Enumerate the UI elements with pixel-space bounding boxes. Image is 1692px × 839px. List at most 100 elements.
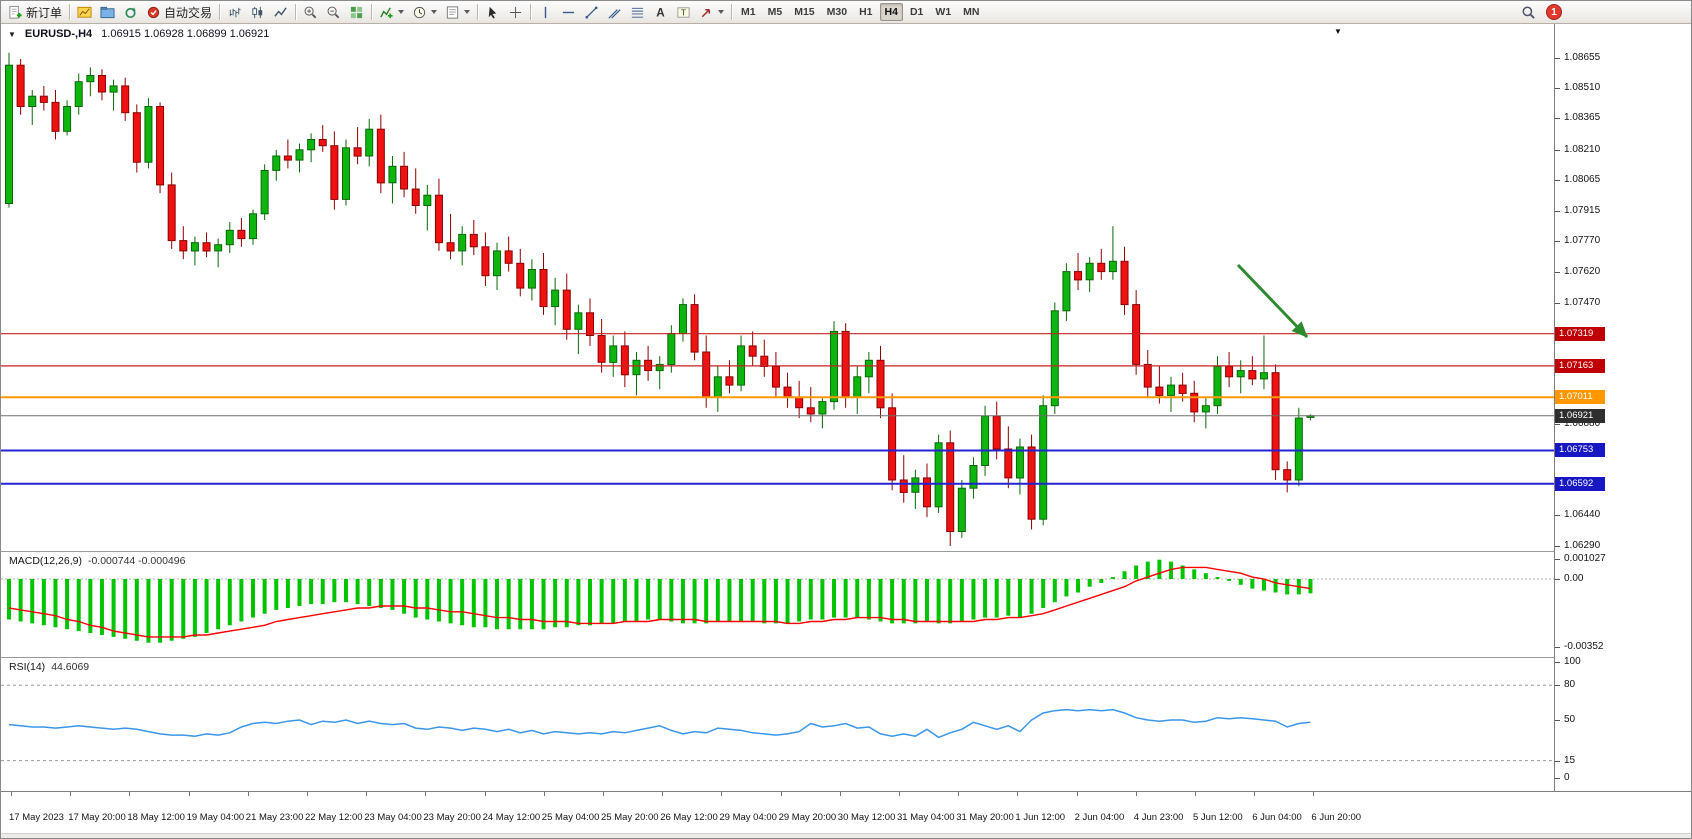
charts-button[interactable] bbox=[73, 2, 96, 22]
toolbar-separator bbox=[295, 4, 297, 20]
fibonacci-button[interactable] bbox=[626, 2, 649, 22]
cursor-button[interactable] bbox=[481, 2, 504, 22]
indicators-button[interactable] bbox=[375, 2, 408, 22]
rsi-scale-label: 100 bbox=[1564, 656, 1581, 667]
crosshair-button[interactable] bbox=[504, 2, 527, 22]
notification-badge[interactable]: 1 bbox=[1546, 4, 1562, 20]
arrows-button[interactable] bbox=[695, 2, 728, 22]
timeframe-m30-button[interactable]: M30 bbox=[826, 6, 848, 18]
axis-tick bbox=[1555, 778, 1560, 779]
timeframe-m5-button[interactable]: M5 bbox=[767, 6, 783, 18]
search-button[interactable] bbox=[1517, 2, 1540, 22]
horizontal-level-lines[interactable] bbox=[1, 333, 1554, 485]
channel-button[interactable] bbox=[603, 2, 626, 22]
toolbar-separator bbox=[219, 4, 221, 20]
chevron-down-icon bbox=[431, 10, 438, 14]
profiles-icon bbox=[100, 5, 115, 20]
time-label: 29 May 04:00 bbox=[719, 812, 777, 823]
axis-tick bbox=[1555, 720, 1560, 721]
time-label: 5 Jun 12:00 bbox=[1193, 812, 1243, 823]
panel-splitter[interactable] bbox=[1, 551, 1691, 552]
profiles-button[interactable] bbox=[96, 2, 119, 22]
axis-tick bbox=[1017, 792, 1019, 796]
macd-scale-label: -0.00352 bbox=[1564, 640, 1604, 652]
toolbar-right: 1 bbox=[1517, 2, 1690, 22]
axis-tick bbox=[1555, 424, 1560, 426]
fibo-icon bbox=[630, 5, 645, 20]
axis-tick bbox=[1555, 760, 1560, 762]
macd-signal-line bbox=[8, 566, 1311, 638]
timeframe-d1-button[interactable]: D1 bbox=[909, 6, 924, 18]
macd-scale-label: 0.00 bbox=[1564, 573, 1584, 584]
periods-button[interactable] bbox=[408, 2, 441, 22]
bars-icon bbox=[227, 5, 242, 20]
refresh-button[interactable] bbox=[119, 2, 142, 22]
price-scale-label: 1.08655 bbox=[1564, 52, 1601, 63]
scroll-position-marker-icon[interactable]: ▼ bbox=[1334, 27, 1342, 36]
price-scale-label: 1.06440 bbox=[1564, 509, 1601, 521]
axis-tick bbox=[958, 792, 960, 796]
time-axis[interactable]: 17 May 2023 17 May 20:00 18 May 12:00 19 Ma… bbox=[1, 791, 1691, 838]
label-button[interactable]: T bbox=[672, 2, 695, 22]
vline-icon bbox=[538, 5, 553, 20]
rsi-scale-label: 50 bbox=[1564, 714, 1576, 725]
axis-tick bbox=[247, 792, 249, 796]
trend-arrow[interactable] bbox=[1236, 263, 1309, 339]
toolbar-separator bbox=[69, 4, 71, 20]
axis-tick bbox=[1135, 792, 1137, 796]
vertical-line-button[interactable] bbox=[534, 2, 557, 22]
clock-icon bbox=[412, 5, 427, 20]
text-button[interactable]: A bbox=[649, 2, 672, 22]
tile-windows-button[interactable] bbox=[345, 2, 368, 22]
macd-histogram bbox=[7, 559, 1313, 643]
autotrade-icon bbox=[146, 5, 161, 20]
templates-button[interactable] bbox=[441, 2, 474, 22]
panel-splitter[interactable] bbox=[1, 657, 1691, 658]
timeframe-mn-button[interactable]: MN bbox=[963, 6, 980, 18]
axis-tick bbox=[1555, 685, 1560, 687]
macd-values: -0.000744 -0.000496 bbox=[87, 555, 186, 567]
horizontal-line-button[interactable] bbox=[557, 2, 580, 22]
auto-trading-button[interactable]: 自动交易 bbox=[142, 2, 216, 22]
axis-tick bbox=[1555, 559, 1560, 561]
timeframe-w1-button[interactable]: W1 bbox=[935, 6, 952, 18]
zoom-out-button[interactable] bbox=[322, 2, 345, 22]
price-axis[interactable]: 1.08655 1.08510 1.08365 1.08210 1.08065 1.079… bbox=[1554, 24, 1691, 791]
indicators-icon bbox=[379, 5, 394, 20]
rsi-scale-label: 0 bbox=[1564, 772, 1570, 783]
time-label: 21 May 23:00 bbox=[245, 812, 304, 823]
rsi-label: RSI(14) 44.6069 bbox=[9, 661, 89, 673]
price-tag: 1.07319 bbox=[1555, 326, 1605, 341]
timeframe-h4-button[interactable]: H4 bbox=[879, 3, 903, 21]
macd-panel-plot[interactable] bbox=[1, 552, 1554, 657]
new-order-button[interactable]: 新订单 bbox=[4, 2, 66, 22]
macd-label: MACD(12,26,9) -0.000744 -0.000496 bbox=[9, 555, 185, 567]
price-chart[interactable] bbox=[1, 24, 1554, 551]
axis-tick bbox=[1555, 579, 1560, 580]
collapse-arrow-icon[interactable]: ▼ bbox=[8, 29, 16, 39]
timeframe-m15-button[interactable]: M15 bbox=[794, 6, 815, 18]
price-scale-label: 1.08065 bbox=[1564, 173, 1601, 185]
rsi-panel-plot[interactable] bbox=[1, 658, 1554, 791]
channel-icon bbox=[607, 5, 622, 20]
zoom-in-button[interactable] bbox=[299, 2, 322, 22]
template-icon bbox=[445, 5, 460, 20]
timeframe-m1-button[interactable]: M1 bbox=[741, 6, 756, 18]
new-order-icon bbox=[8, 5, 23, 20]
toolbar-separator bbox=[477, 4, 479, 20]
hline-icon bbox=[561, 5, 576, 20]
tile-icon bbox=[349, 5, 364, 20]
trendline-button[interactable] bbox=[580, 2, 603, 22]
axis-tick bbox=[1555, 58, 1560, 59]
price-scale-label: 1.07915 bbox=[1564, 204, 1601, 216]
price-scale-label: 1.08365 bbox=[1564, 111, 1601, 123]
axis-tick bbox=[899, 792, 900, 796]
candle-chart-button[interactable] bbox=[246, 2, 269, 22]
toolbar: 新订单 自动交易 A T M1 M5 M15 M30 H1 H4 D1 W1 MN 1 bbox=[1, 1, 1691, 24]
bar-chart-button[interactable] bbox=[223, 2, 246, 22]
axis-tick bbox=[1555, 149, 1560, 151]
timeframe-bar: M1 M5 M15 M30 H1 H4 D1 W1 MN bbox=[735, 3, 985, 21]
timeframe-h1-button[interactable]: H1 bbox=[859, 6, 873, 18]
line-chart-button[interactable] bbox=[269, 2, 292, 22]
